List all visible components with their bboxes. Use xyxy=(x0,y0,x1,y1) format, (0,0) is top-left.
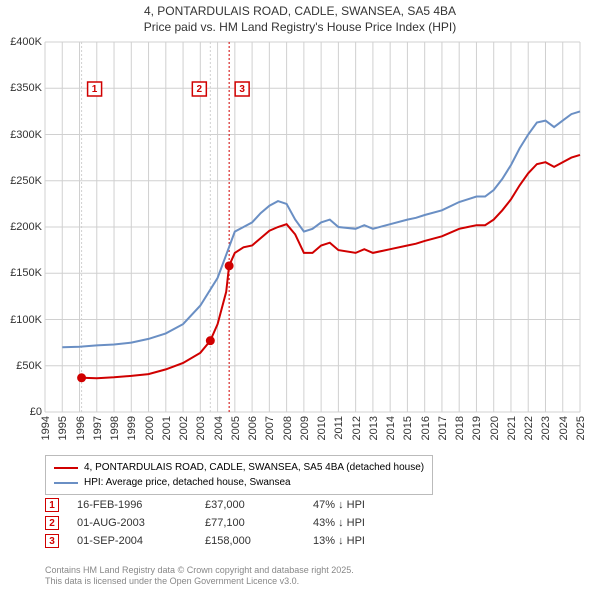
footer-line-2: This data is licensed under the Open Gov… xyxy=(45,576,354,588)
x-tick-label: 2006 xyxy=(247,416,259,440)
x-tick-label: 1995 xyxy=(57,416,69,440)
y-tick-label: £300K xyxy=(10,129,42,141)
sale-point xyxy=(206,337,214,345)
x-tick-label: 1999 xyxy=(126,416,138,440)
legend: 4, PONTARDULAIS ROAD, CADLE, SWANSEA, SA… xyxy=(45,455,433,495)
x-tick-label: 2024 xyxy=(558,416,570,440)
x-tick-label: 2012 xyxy=(351,416,363,440)
x-tick-label: 2013 xyxy=(368,416,380,440)
footer-attribution: Contains HM Land Registry data © Crown c… xyxy=(45,565,354,588)
x-tick-label: 1996 xyxy=(75,416,87,440)
series-price_paid xyxy=(82,155,580,378)
sales-row-pct: 43% ↓ HPI xyxy=(313,517,393,529)
x-tick-label: 2022 xyxy=(523,416,535,440)
y-tick-label: £400K xyxy=(10,36,42,48)
x-tick-label: 2002 xyxy=(178,416,190,440)
sales-table-row: 2 01-AUG-2003 £77,100 43% ↓ HPI xyxy=(45,516,393,530)
sale-point xyxy=(78,374,86,382)
title-line-2: Price paid vs. HM Land Registry's House … xyxy=(0,20,600,36)
sales-row-pct: 13% ↓ HPI xyxy=(313,535,393,547)
x-tick-label: 2018 xyxy=(454,416,466,440)
sales-row-price: £77,100 xyxy=(205,517,295,529)
legend-label: HPI: Average price, detached house, Swan… xyxy=(84,475,291,490)
y-tick-label: £200K xyxy=(10,221,42,233)
x-tick-label: 2015 xyxy=(402,416,414,440)
x-tick-label: 2019 xyxy=(471,416,483,440)
x-tick-label: 2004 xyxy=(213,416,225,440)
y-tick-label: £100K xyxy=(10,314,42,326)
y-tick-label: £50K xyxy=(16,360,42,372)
x-tick-label: 1997 xyxy=(92,416,104,440)
sale-marker-number: 2 xyxy=(197,84,203,95)
x-tick-label: 2007 xyxy=(264,416,276,440)
sales-table: 1 16-FEB-1996 £37,000 47% ↓ HPI 2 01-AUG-2003… xyxy=(45,498,393,552)
legend-swatch xyxy=(54,467,78,469)
x-tick-label: 2011 xyxy=(333,416,345,440)
sale-marker-number: 1 xyxy=(92,84,98,95)
x-tick-label: 2009 xyxy=(299,416,311,440)
x-tick-label: 2023 xyxy=(540,416,552,440)
sales-row-marker: 1 xyxy=(45,498,59,512)
x-tick-label: 1998 xyxy=(109,416,121,440)
sale-point xyxy=(225,262,233,270)
sales-row-date: 16-FEB-1996 xyxy=(77,499,187,511)
chart-title-block: 4, PONTARDULAIS ROAD, CADLE, SWANSEA, SA… xyxy=(0,0,600,37)
legend-row: 4, PONTARDULAIS ROAD, CADLE, SWANSEA, SA… xyxy=(54,460,424,475)
sales-table-row: 3 01-SEP-2004 £158,000 13% ↓ HPI xyxy=(45,534,393,548)
y-tick-label: £150K xyxy=(10,267,42,279)
y-tick-label: £250K xyxy=(10,175,42,187)
x-tick-label: 2016 xyxy=(420,416,432,440)
sales-row-price: £37,000 xyxy=(205,499,295,511)
legend-swatch xyxy=(54,482,78,484)
x-tick-label: 2020 xyxy=(489,416,501,440)
sales-row-marker: 3 xyxy=(45,534,59,548)
chart-container: 4, PONTARDULAIS ROAD, CADLE, SWANSEA, SA… xyxy=(0,0,600,590)
sales-row-date: 01-AUG-2003 xyxy=(77,517,187,529)
x-tick-label: 2021 xyxy=(506,416,518,440)
x-tick-label: 2000 xyxy=(144,416,156,440)
x-tick-label: 2008 xyxy=(282,416,294,440)
x-tick-label: 2014 xyxy=(385,416,397,440)
sale-marker-number: 3 xyxy=(239,84,245,95)
x-tick-label: 2010 xyxy=(316,416,328,440)
legend-row: HPI: Average price, detached house, Swan… xyxy=(54,475,424,490)
sales-table-row: 1 16-FEB-1996 £37,000 47% ↓ HPI xyxy=(45,498,393,512)
chart-svg: 1 2 3 xyxy=(45,42,580,412)
footer-line-1: Contains HM Land Registry data © Crown c… xyxy=(45,565,354,577)
x-tick-label: 2025 xyxy=(575,416,587,440)
legend-label: 4, PONTARDULAIS ROAD, CADLE, SWANSEA, SA… xyxy=(84,460,424,475)
sales-row-marker: 2 xyxy=(45,516,59,530)
sales-row-date: 01-SEP-2004 xyxy=(77,535,187,547)
x-tick-label: 2017 xyxy=(437,416,449,440)
sales-row-price: £158,000 xyxy=(205,535,295,547)
x-tick-label: 2001 xyxy=(161,416,173,440)
y-tick-label: £350K xyxy=(10,82,42,94)
title-line-1: 4, PONTARDULAIS ROAD, CADLE, SWANSEA, SA… xyxy=(0,4,600,20)
chart-plot-area: 1 2 3 xyxy=(45,42,580,412)
sales-row-pct: 47% ↓ HPI xyxy=(313,499,393,511)
x-tick-label: 2005 xyxy=(230,416,242,440)
x-tick-label: 1994 xyxy=(40,416,52,440)
x-tick-label: 2003 xyxy=(195,416,207,440)
